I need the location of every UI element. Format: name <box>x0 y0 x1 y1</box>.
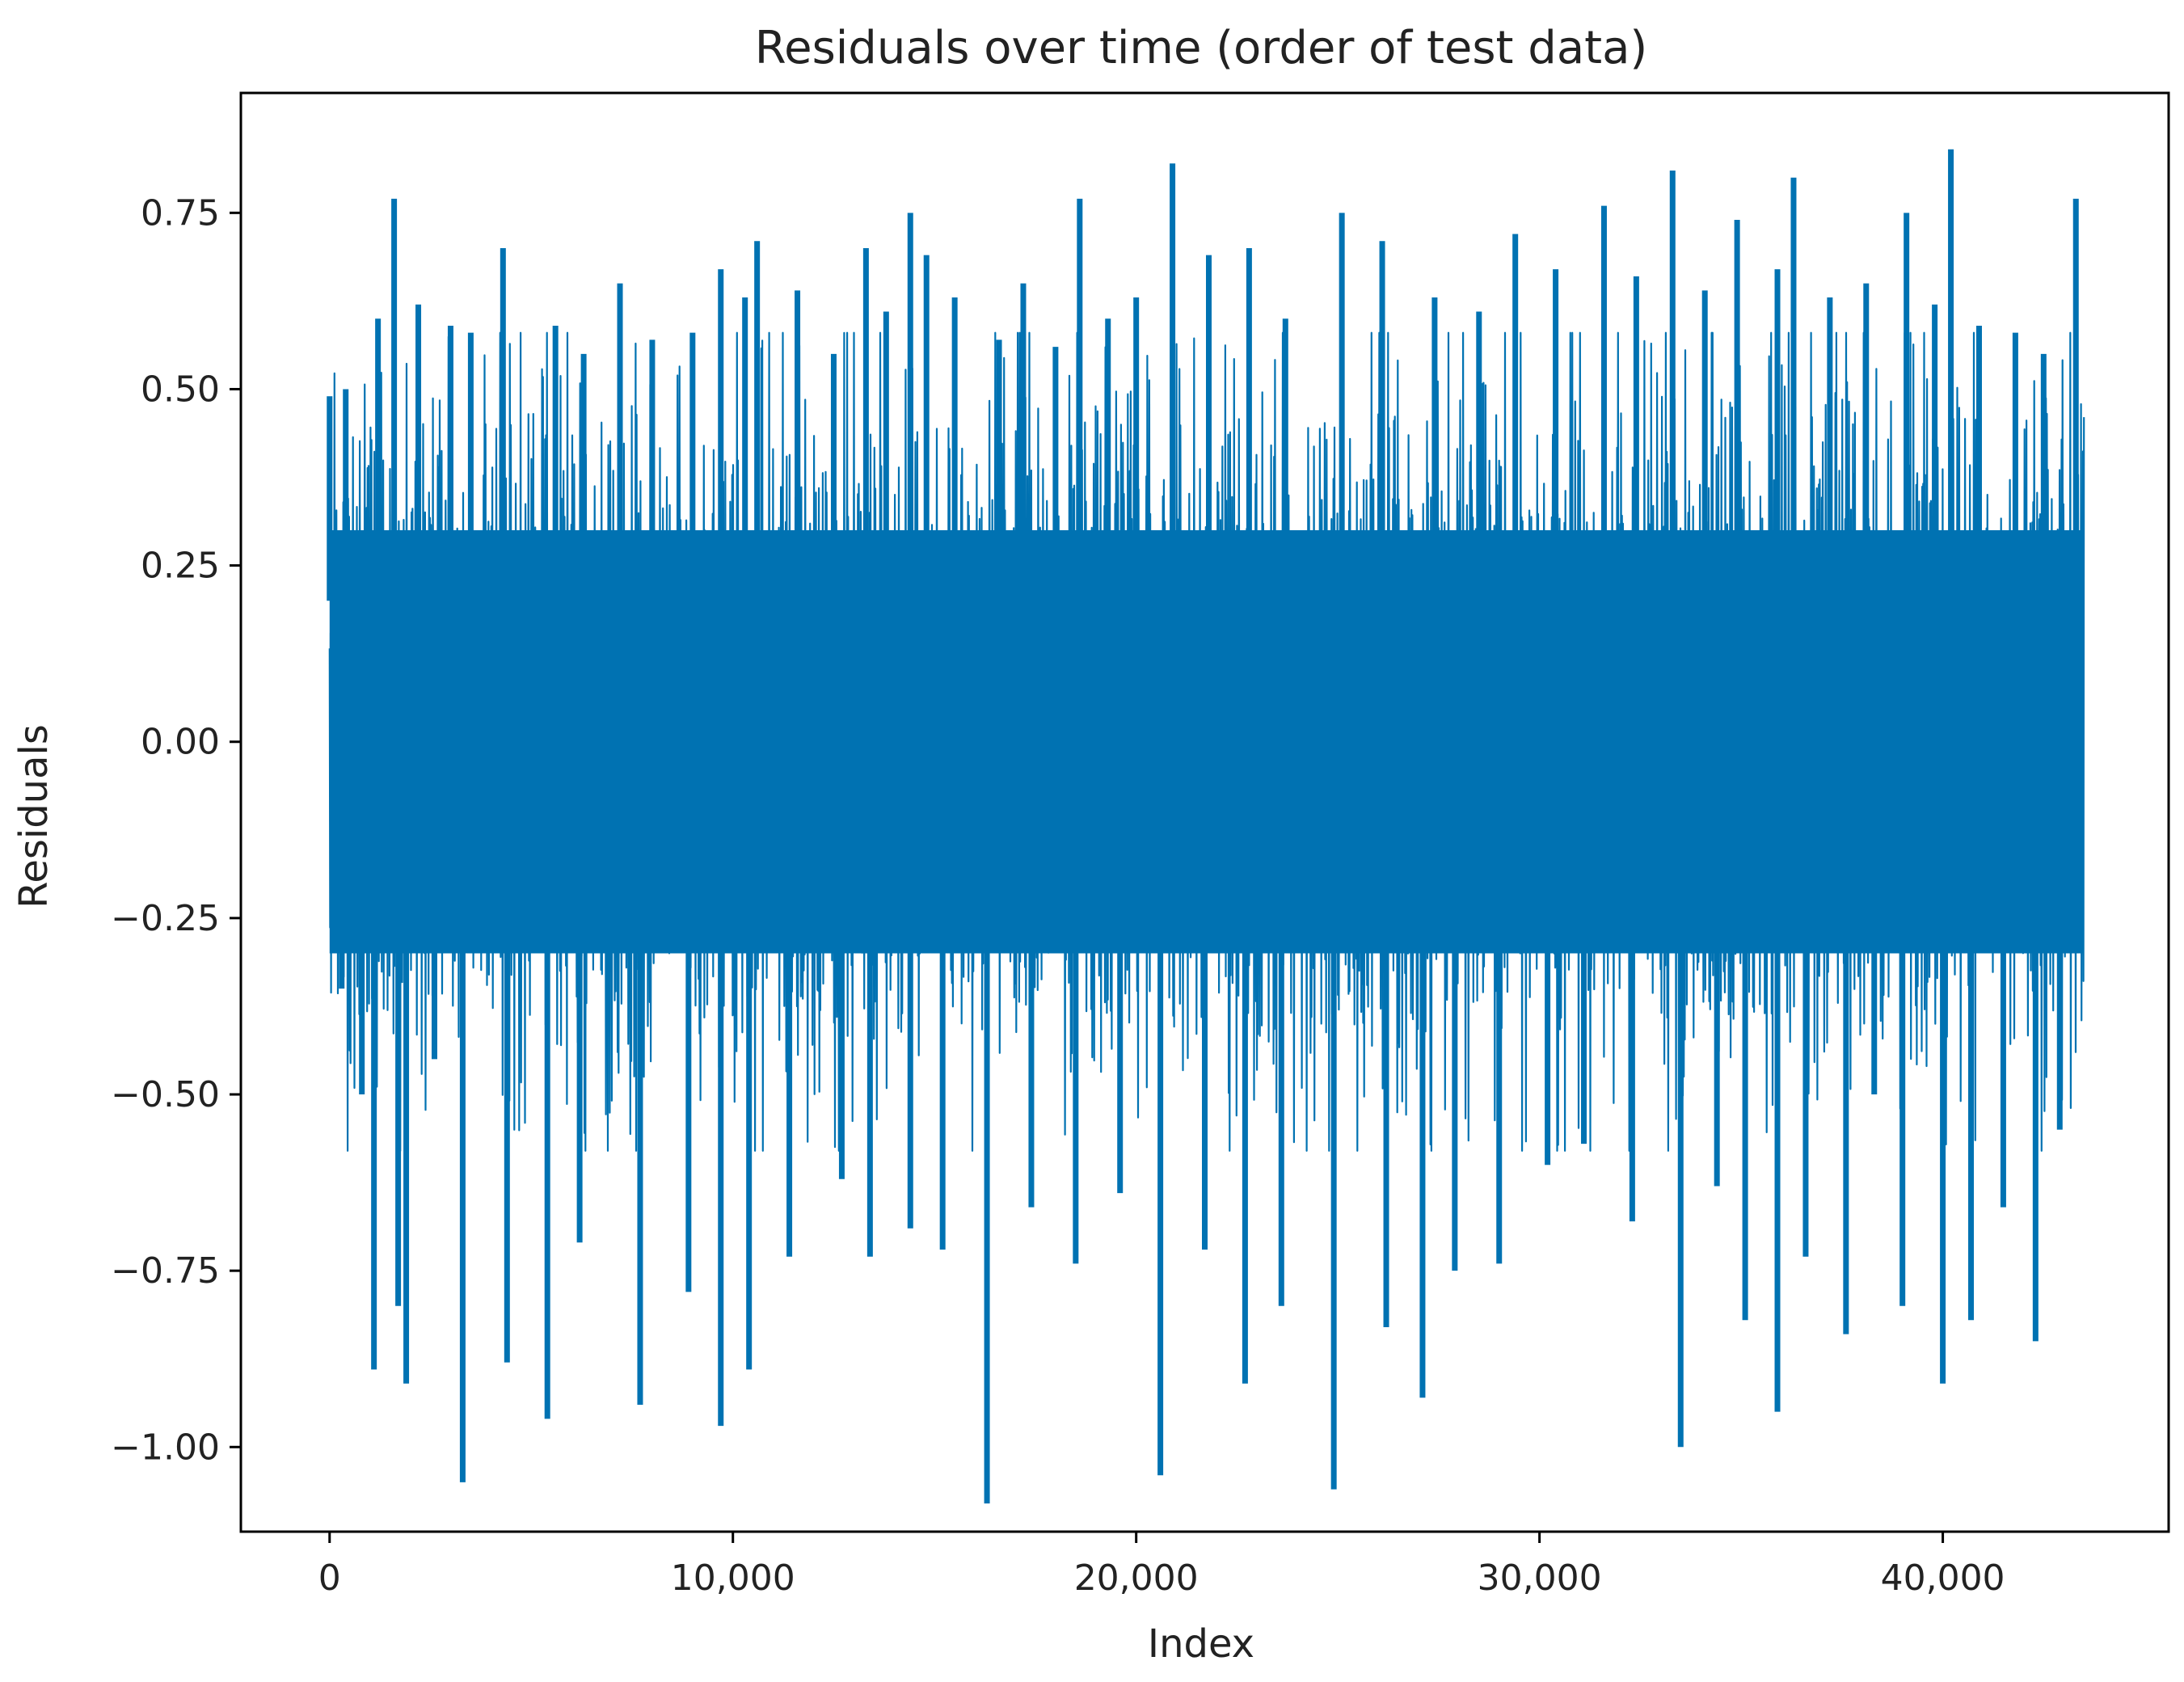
x-tick-label: 10,000 <box>671 1558 795 1599</box>
y-tick-label: 0.25 <box>141 546 220 587</box>
plot-area-frame <box>239 91 2170 1533</box>
x-axis-label: Index <box>1148 1621 1254 1667</box>
x-tick-label: 30,000 <box>1478 1558 1602 1599</box>
y-axis: −1.00 −0.75 −0.50 −0.25 0.00 0.25 0.50 0.75 <box>111 192 241 1468</box>
series-group <box>327 149 2085 1504</box>
x-tick-label: 0 <box>318 1558 341 1599</box>
y-tick-label: −0.75 <box>111 1250 220 1292</box>
x-tick-label: 40,000 <box>1881 1558 2005 1599</box>
x-tick-label: 20,000 <box>1074 1558 1199 1599</box>
chart-title: Residuals over time (order of test data) <box>755 22 1648 74</box>
y-tick-label: −1.00 <box>111 1427 220 1468</box>
x-axis: 0 10,000 20,000 30,000 40,000 <box>318 1532 2005 1599</box>
y-tick-label: 0.00 <box>141 722 220 763</box>
y-tick-label: 0.75 <box>141 192 220 234</box>
y-tick-label: −0.25 <box>111 898 220 939</box>
y-tick-label: −0.50 <box>111 1074 220 1115</box>
y-tick-label: 0.50 <box>141 369 220 410</box>
y-axis-label: Residuals <box>11 724 57 908</box>
